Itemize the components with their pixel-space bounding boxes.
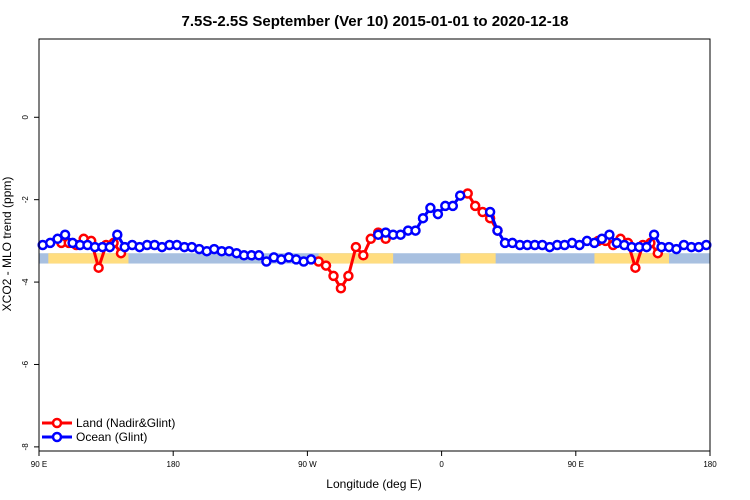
series-ocean-point xyxy=(44,237,56,249)
series-land-point xyxy=(320,260,332,271)
series-land-point xyxy=(630,262,641,273)
series-ocean-point xyxy=(432,208,444,220)
series-ocean-point xyxy=(641,241,652,253)
series-ocean-point xyxy=(59,229,71,240)
series-ocean-point xyxy=(484,206,496,218)
series-land-point xyxy=(328,270,339,282)
series-land-point xyxy=(365,233,377,245)
x-axis-label: Longitude (deg E) xyxy=(326,477,421,491)
y-tick-label: -8 xyxy=(21,443,30,451)
map-strip xyxy=(39,253,710,264)
y-axis: 0 -2 -4 -6 -8 xyxy=(21,115,39,451)
legend: Land (Nadir&Glint) Ocean (Glint) xyxy=(42,416,175,444)
series-ocean-point xyxy=(395,229,406,240)
map-land-band xyxy=(460,253,496,264)
legend-land-label: Land (Nadir&Glint) xyxy=(76,416,175,430)
x-tick-label: 0 xyxy=(439,460,444,469)
series-land-point xyxy=(350,241,362,253)
y-tick-label: -2 xyxy=(21,196,30,204)
map-land-band xyxy=(318,253,394,264)
series-layer xyxy=(37,188,712,294)
plot-frame xyxy=(38,38,711,452)
x-axis: 90 E 180 90 W 0 90 E 180 xyxy=(31,451,717,469)
series-ocean-point xyxy=(253,250,265,261)
series-land-point xyxy=(93,262,104,273)
map-land-band xyxy=(48,253,129,264)
x-tick-label: 180 xyxy=(703,460,717,469)
x-tick-label: 90 W xyxy=(298,460,317,469)
series-ocean-point xyxy=(671,243,682,255)
x-tick-label: 180 xyxy=(167,460,181,469)
series-ocean-point xyxy=(104,241,116,253)
series-land-point xyxy=(469,200,481,212)
series-ocean-point xyxy=(589,237,600,249)
x-tick-label: 90 E xyxy=(568,460,584,469)
series-ocean-point xyxy=(604,229,615,240)
series-ocean-point xyxy=(261,256,272,267)
series-ocean-point xyxy=(492,225,503,236)
y-axis-label: XCO2 - MLO trend (ppm) xyxy=(0,177,14,312)
series-ocean-point xyxy=(454,190,466,201)
series-land-point xyxy=(358,250,369,261)
series-ocean-point xyxy=(574,239,585,251)
x-tick-label: 90 E xyxy=(31,460,47,469)
series-ocean-point xyxy=(52,233,63,245)
y-tick-label: -6 xyxy=(21,360,30,368)
series-land-point xyxy=(343,270,354,282)
series-ocean-point xyxy=(701,239,712,251)
chart-title: 7.5S-2.5S September (Ver 10) 2015-01-01 … xyxy=(182,13,569,30)
series-ocean-point xyxy=(410,225,421,236)
legend-ocean-label: Ocean (Glint) xyxy=(76,430,147,444)
series-ocean-point xyxy=(305,254,317,265)
series-ocean-point xyxy=(447,200,459,212)
legend-ocean-marker xyxy=(51,431,63,443)
series-ocean-point xyxy=(425,202,436,214)
series-ocean-point xyxy=(596,233,608,245)
series-ocean-point xyxy=(112,229,123,240)
series-land-point xyxy=(335,283,347,294)
y-tick-label: -4 xyxy=(21,278,30,286)
legend-land-marker xyxy=(51,417,63,429)
y-tick-label: 0 xyxy=(21,115,30,120)
series-ocean-point xyxy=(648,229,660,240)
series-ocean-point xyxy=(417,212,429,224)
